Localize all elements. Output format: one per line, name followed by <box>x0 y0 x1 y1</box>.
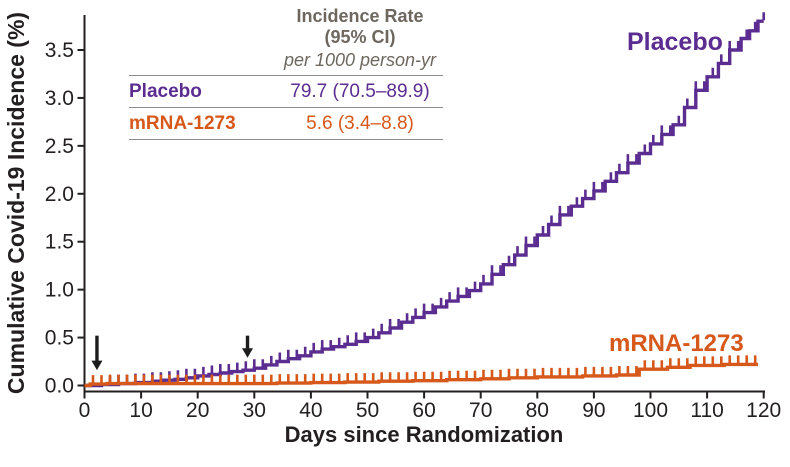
mrna-curve-label: mRNA-1273 <box>609 330 744 357</box>
table-row-mrna: mRNA-1273 5.6 (3.4–8.8) <box>129 107 443 139</box>
x-tick-label: 70 <box>469 399 492 422</box>
x-tick-label: 10 <box>129 399 152 422</box>
y-tick-label: 3.0 <box>45 87 74 110</box>
x-tick-label: 120 <box>746 399 781 422</box>
x-tick-label: 20 <box>186 399 209 422</box>
mrna-1273-censor-ticks <box>91 355 757 384</box>
x-tick-label: 90 <box>582 399 605 422</box>
y-tick-label: 2.5 <box>45 135 74 158</box>
table-header-line1: Incidence Rate <box>296 6 424 26</box>
table-row-mrna-value: 5.6 (3.4–8.8) <box>306 112 414 134</box>
x-axis-title: Days since Randomization <box>285 422 564 447</box>
incidence-rate-table: Incidence Rate (95% CI) per 1000 person-… <box>129 6 443 140</box>
table-header-spacer <box>129 6 277 71</box>
x-tick-label: 100 <box>633 399 668 422</box>
x-tick-label: 0 <box>79 399 91 422</box>
mrna-1273-curve <box>84 362 758 388</box>
y-axis-title: Cumulative Covid-19 Incidence (%) <box>3 12 29 394</box>
dose-arrow-1-head <box>91 360 103 371</box>
x-tick-label: 30 <box>243 399 266 422</box>
y-tick-label: 3.5 <box>45 39 74 62</box>
table-row-placebo-value: 79.7 (70.5–89.9) <box>290 80 430 102</box>
table-header: Incidence Rate (95% CI) per 1000 person-… <box>129 6 443 75</box>
placebo-curve <box>84 19 764 388</box>
plot-dynamic-layer: 0.0 0.5 1.0 1.5 2.0 2.5 3.0 3.5 0 10 20 30 40 50 60 70 8… <box>45 12 781 422</box>
table-header-unit: per 1000 person-yr <box>283 50 437 70</box>
table-bottom-rule <box>129 139 443 140</box>
placebo-curve-label: Placebo <box>627 28 723 56</box>
y-tick-label: 0.0 <box>45 375 74 398</box>
dose-arrow-2-head <box>242 348 254 358</box>
table-header-line2: (95% CI) <box>324 27 396 47</box>
table-row-mrna-label: mRNA-1273 <box>129 112 236 134</box>
y-tick-label: 1.5 <box>45 231 74 254</box>
y-tick-label: 0.5 <box>45 327 74 350</box>
x-tick-label: 60 <box>412 399 435 422</box>
x-tick-label: 50 <box>356 399 379 422</box>
x-tick-label: 80 <box>526 399 549 422</box>
x-tick-label: 40 <box>299 399 322 422</box>
table-row-placebo: Placebo 79.7 (70.5–89.9) <box>129 75 443 107</box>
table-row-placebo-label: Placebo <box>129 80 202 102</box>
y-tick-label: 2.0 <box>45 183 74 206</box>
x-tick-label: 110 <box>690 399 723 422</box>
y-tick-label: 1.0 <box>45 279 74 302</box>
